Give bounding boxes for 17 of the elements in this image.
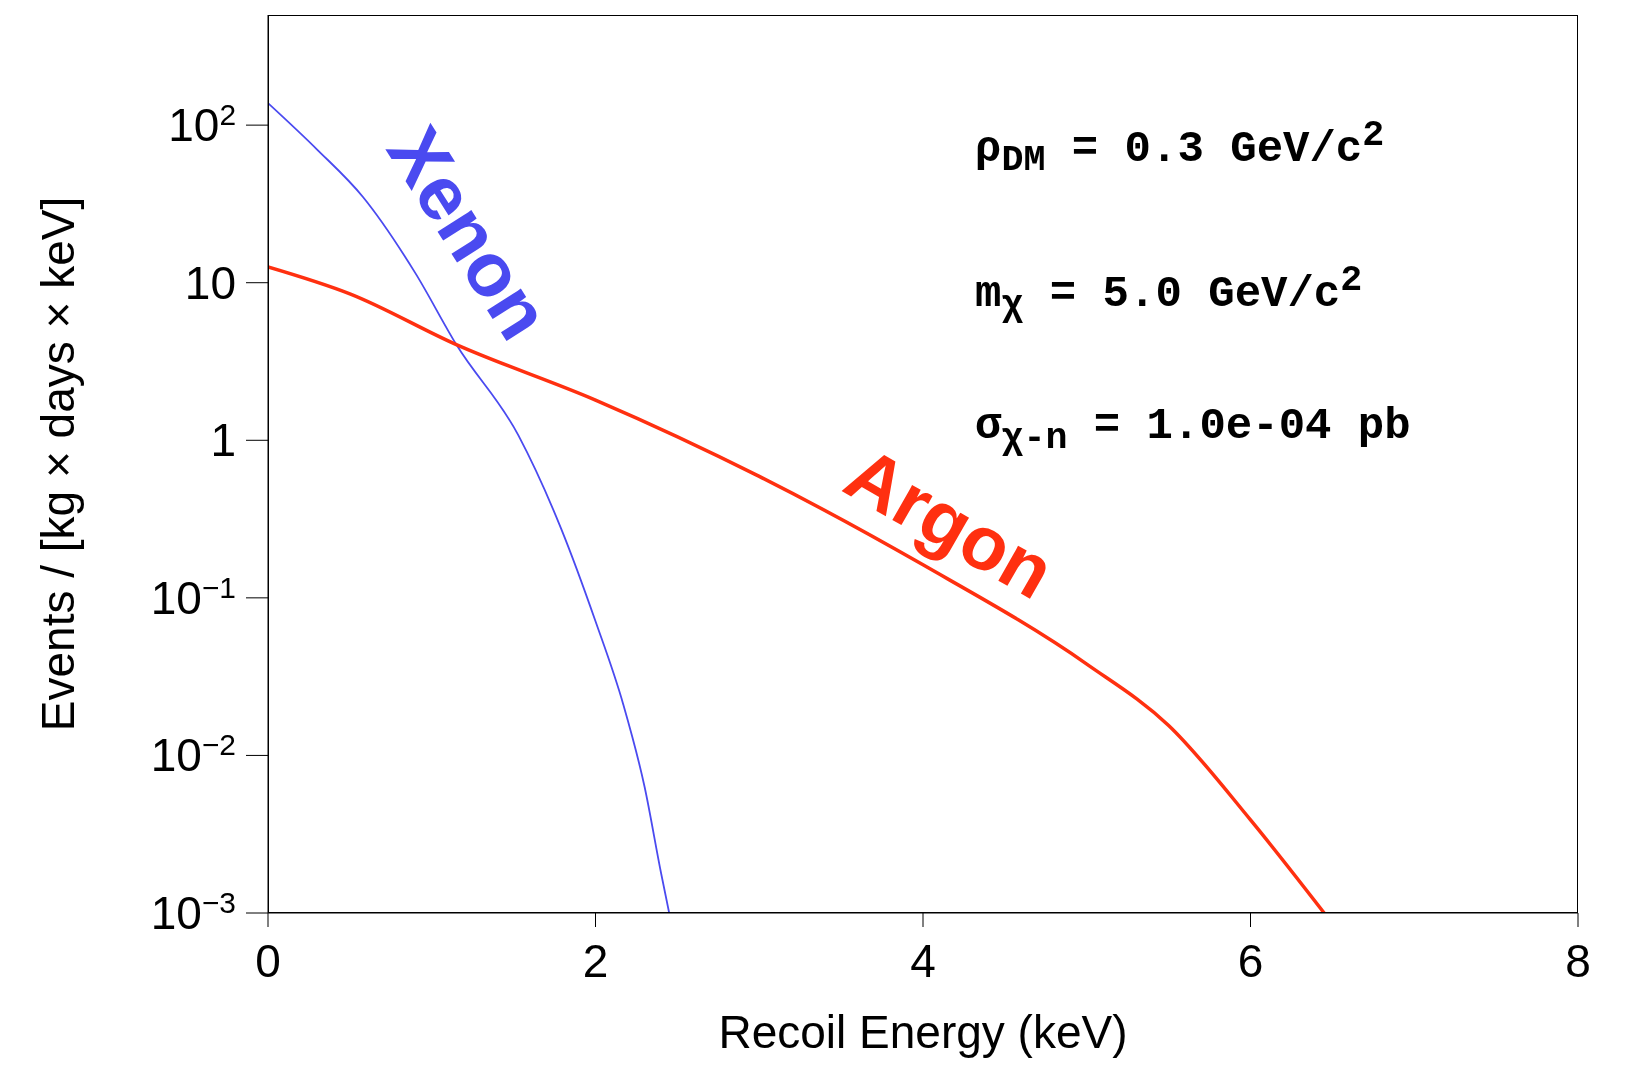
x-tick-label: 8 xyxy=(1565,935,1591,987)
annotation: ρ$_{DM}$ = 0.3 GeV/c$^{2}$ xyxy=(975,113,1386,184)
y-axis-title: Events / [kg × days × keV] xyxy=(32,196,85,732)
x-tick-label: 2 xyxy=(582,935,609,987)
annotation: σ$_{χ-n}$ = 1.0e-04 pb xyxy=(975,399,1411,459)
x-axis-title: Recoil Energy (keV) xyxy=(718,1006,1128,1058)
y-tick-label: 1 xyxy=(210,414,236,467)
x-tick-label: 4 xyxy=(910,935,936,987)
x-tick-label: 6 xyxy=(1237,935,1264,987)
annotation: m$_{χ}$ = 5.0 GeV/c$^{2}$ xyxy=(975,258,1364,329)
y-tick-label: 10$^{2}$ xyxy=(168,97,236,152)
y-tick-label: 10$^{−3}$ xyxy=(150,885,236,939)
y-tick-label: 10$^{−2}$ xyxy=(150,727,236,782)
y-tick-label: 10 xyxy=(184,256,236,309)
x-tick-label: 0 xyxy=(255,935,281,987)
line-series xyxy=(268,102,671,913)
y-tick-label: 10$^{−1}$ xyxy=(150,570,236,624)
